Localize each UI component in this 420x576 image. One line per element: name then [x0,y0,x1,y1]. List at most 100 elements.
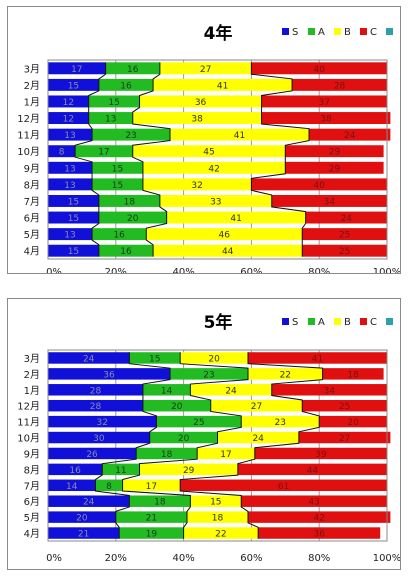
bar-segment-s [48,352,130,364]
chart-panel-5nen: 0% 20% 40% 60% 80% 100% 3月 24 15 20 41 2月 36 23 22 18 1月… [7,298,401,570]
legend-label: A [318,27,325,38]
bar-segment-s [48,368,171,380]
data-label: 28 [334,81,346,91]
data-label: 25 [339,402,350,412]
bar-segment-b [153,244,303,257]
data-label: 33 [210,197,221,207]
legend-label: B [344,317,351,328]
y-category-label: 8月 [24,179,40,191]
bar-segment-s [48,479,96,492]
data-label: 16 [113,231,125,241]
bar-segment-a [92,128,171,141]
bar-segment-s [48,78,99,91]
legend-swatch [334,318,341,325]
legend-swatch [334,28,341,35]
data-label: 28 [90,386,102,396]
bar-segment-c [251,62,387,75]
data-label: 36 [313,530,325,540]
y-category-label: 8月 [24,464,40,476]
y-category-label: 6月 [24,496,40,508]
data-label: 24 [83,354,95,364]
bar-segment-c [285,145,384,158]
data-label: 20 [208,354,220,364]
bar-segment-s [48,463,103,476]
data-label: 41 [312,354,323,364]
bar-segment-c [302,244,387,257]
data-label: 16 [69,466,81,476]
data-label: 25 [193,418,204,428]
bar-segment-s [48,112,89,125]
bar-segment-s [48,384,143,396]
bar-segment-s [48,128,93,141]
data-label: 29 [329,164,341,174]
bar-segment-c [180,479,387,492]
bar-segment-a [142,384,191,396]
bar-segment-b [153,78,293,91]
legend-swatch [360,318,367,325]
legend-label: B [344,27,351,38]
bar-segment-a [129,495,191,507]
bar-segment-c [251,178,387,191]
data-label: 61 [278,482,289,492]
legend-swatch [308,28,315,35]
data-label: 8 [106,482,112,492]
y-category-label: 10月 [17,146,40,158]
data-label: 14 [66,482,78,492]
x-tick-label: 60% [240,267,262,273]
bar-segment-c [309,128,391,141]
bar-segment-a [98,194,160,207]
bar-segment-b [142,161,286,174]
y-category-label: 2月 [24,369,40,381]
y-category-label: 12月 [17,401,40,413]
x-tick-label: 40% [172,267,194,273]
bar-segment-s [48,431,150,444]
data-label: 15 [112,181,123,191]
bar-segment-c [302,228,387,241]
y-category-label: 5月 [24,229,40,241]
data-label: 22 [215,530,226,540]
data-label: 24 [341,214,353,224]
data-label: 34 [324,197,336,207]
bar-segment-s [48,495,130,507]
bar-segment-a [170,368,249,380]
bar-segment-s [48,415,157,428]
data-label: 46 [219,231,231,241]
data-label: 18 [154,498,166,508]
bar-segment-a [105,62,160,75]
data-label: 40 [313,65,325,75]
series-line [122,352,249,539]
data-label: 44 [307,466,319,476]
data-label: 43 [308,498,319,508]
x-tick-label: 100% [373,267,400,273]
data-label: 27 [200,65,211,75]
bar-segment-b [142,178,252,191]
data-label: 38 [320,115,332,125]
bar-segment-b [139,463,238,476]
bar-segment-b [159,62,252,75]
bar-segment-b [217,431,299,444]
x-tick-label: 20% [105,553,127,564]
y-category-label: 9月 [24,448,40,460]
data-label: 25 [339,231,350,241]
data-label: 13 [64,131,75,141]
data-label: 29 [183,466,195,476]
bar-segment-s [48,244,99,257]
bar-segment-a [119,527,184,539]
data-label: 20 [76,514,88,524]
data-label: 16 [127,65,139,75]
bar-segment-b [190,384,272,396]
legend-swatch [386,28,393,35]
bar-segment-a [115,511,187,523]
plot-area-border [47,59,388,260]
bar-segment-s [48,511,116,523]
bar-segment-a [149,431,218,444]
y-category-label: 10月 [17,433,40,445]
bar-segment-a [98,78,154,91]
bar-segment-b [166,211,306,224]
data-label: 17 [220,450,231,460]
legend-label: C [370,317,377,328]
bar-segment-b [146,228,303,241]
bar-segment-b [248,368,323,380]
legend-label: S [292,27,298,38]
